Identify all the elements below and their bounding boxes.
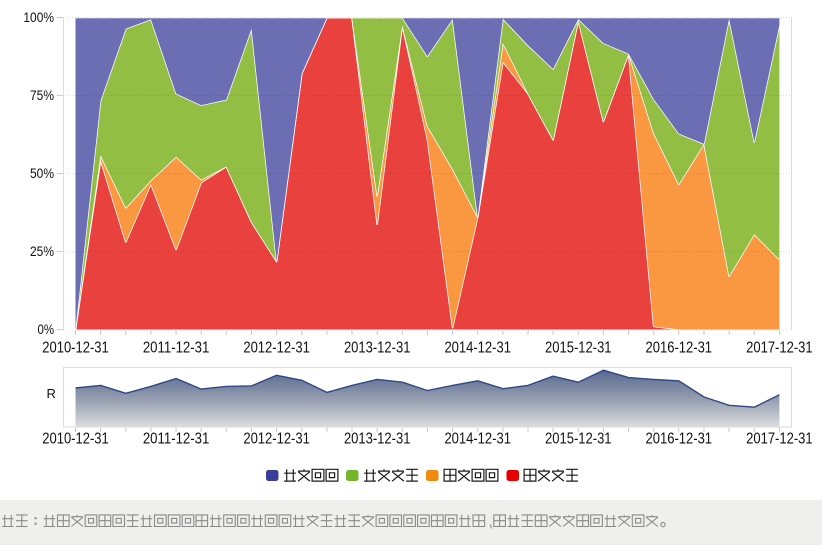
- svg-text:2015-12-31: 2015-12-31: [545, 431, 612, 448]
- svg-text:2015-12-31: 2015-12-31: [545, 340, 612, 357]
- svg-text:2013-12-31: 2013-12-31: [344, 431, 411, 448]
- svg-text:2010-12-31: 2010-12-31: [42, 340, 109, 357]
- svg-text:2014-12-31: 2014-12-31: [444, 340, 511, 357]
- svg-text:2011-12-31: 2011-12-31: [143, 340, 210, 357]
- svg-text:50%: 50%: [30, 165, 54, 181]
- svg-text:2014-12-31: 2014-12-31: [444, 431, 511, 448]
- svg-text:2010-12-31: 2010-12-31: [42, 431, 109, 448]
- svg-text:2017-12-31: 2017-12-31: [746, 431, 813, 448]
- svg-text:2012-12-31: 2012-12-31: [243, 431, 310, 448]
- svg-text:0%: 0%: [38, 321, 55, 337]
- svg-text:75%: 75%: [30, 87, 54, 103]
- svg-text:2013-12-31: 2013-12-31: [344, 340, 411, 357]
- svg-text:100%: 100%: [23, 9, 54, 25]
- svg-text:2012-12-31: 2012-12-31: [243, 340, 310, 357]
- svg-text:2016-12-31: 2016-12-31: [646, 431, 713, 448]
- svg-text:R: R: [47, 386, 56, 401]
- svg-text:2016-12-31: 2016-12-31: [646, 340, 713, 357]
- svg-text:2011-12-31: 2011-12-31: [143, 431, 210, 448]
- svg-text:2017-12-31: 2017-12-31: [746, 340, 813, 357]
- svg-text:25%: 25%: [30, 243, 54, 259]
